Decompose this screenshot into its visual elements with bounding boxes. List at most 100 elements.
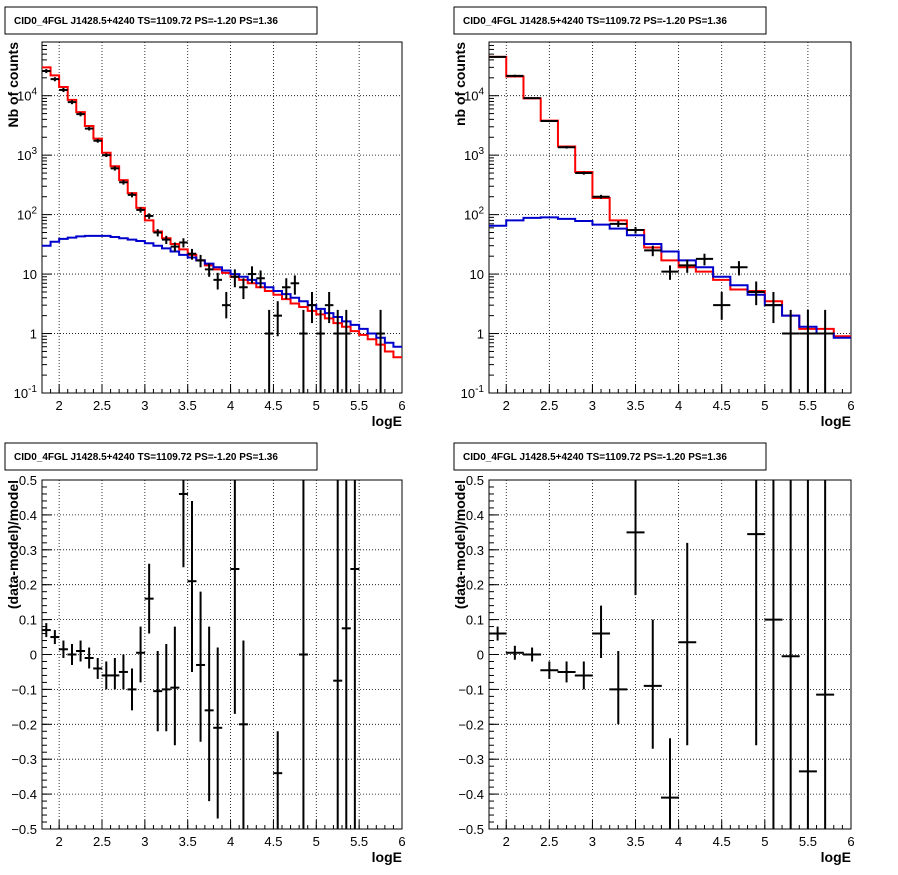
data-point (230, 269, 240, 288)
data-point (782, 309, 800, 393)
data-point (256, 270, 265, 289)
data-point (695, 253, 714, 266)
x-tick-label: 3.5 (626, 398, 644, 413)
data-point (626, 480, 645, 596)
data-point (119, 180, 128, 185)
data-point (93, 138, 102, 143)
data-point (59, 87, 68, 93)
x-tick-label: 5 (761, 398, 768, 413)
x-tick-label: 2.5 (93, 834, 111, 849)
y-tick-label: 0.4 (19, 508, 37, 523)
y-tick-label: 0.3 (466, 543, 484, 558)
x-tick-label: 4 (227, 398, 234, 413)
x-axis-label: logE (372, 849, 402, 865)
data-point (136, 626, 146, 683)
data-point (644, 245, 662, 257)
data-point (84, 647, 94, 669)
y-tick-label: 0.2 (19, 578, 37, 593)
x-tick-label: 2.5 (93, 398, 111, 413)
data-point (626, 226, 645, 234)
data-point (764, 480, 783, 829)
data-point (799, 309, 817, 393)
y-tick-label: 103 (464, 146, 484, 163)
data-point (376, 309, 385, 393)
plot-area: 2 2.5 3 3.5 4 4.5 5 5.5 6 −0.5 −0.4 −0.3 −0.2 −0.1 0 0.… (458, 473, 854, 849)
data-point (50, 77, 60, 82)
y-tick-label: −0.4 (11, 787, 37, 802)
x-tick-label: 4.5 (713, 398, 731, 413)
data-point (575, 171, 593, 175)
data-point (489, 55, 507, 58)
x-tick-label: 6 (847, 834, 854, 849)
y-tick-label: −0.3 (458, 752, 484, 767)
x-tick-label: 5 (313, 398, 320, 413)
data-point (747, 480, 766, 746)
y-tick-label: −0.1 (458, 682, 484, 697)
plot-area: 2 2.5 3 3.5 4 4.5 5 5.5 6 −0.5 −0.4 −0.3 −0.2 −0.1 0 0.… (11, 473, 405, 849)
data-point (678, 259, 696, 273)
x-axis-label: logE (821, 413, 851, 429)
y-tick-label: −0.2 (11, 717, 37, 732)
y-axis-label: nb of counts (452, 42, 468, 126)
data-point (643, 619, 662, 749)
data-point (144, 563, 154, 634)
y-tick-label: 10 (23, 267, 37, 282)
x-tick-label: 4 (227, 834, 234, 849)
data-point (816, 309, 834, 393)
y-tick-label: 10-1 (461, 384, 485, 401)
data-point (764, 291, 783, 324)
data-point (307, 291, 317, 324)
data-point (204, 263, 214, 277)
data-point (58, 640, 68, 658)
data-point (506, 74, 524, 78)
data-point (609, 221, 627, 227)
data-point (118, 654, 128, 690)
data-point (333, 480, 343, 829)
y-tick-label: 0.1 (19, 613, 37, 628)
data-point (713, 291, 731, 320)
data-point (239, 278, 248, 300)
y-tick-label: 104 (17, 87, 37, 104)
data-point (798, 480, 817, 829)
data-point (661, 738, 679, 829)
y-tick-label: 10-1 (14, 384, 38, 401)
data-point (342, 309, 351, 393)
x-tick-label: 5.5 (799, 834, 817, 849)
panel-bottom-left: CID0_4FGL J1428.5+4240 TS=1109.72 PS=-1.… (4, 442, 406, 865)
y-tick-label: −0.2 (458, 717, 484, 732)
data-point (222, 291, 231, 319)
panel-bottom-right: CID0_4FGL J1428.5+4240 TS=1109.72 PS=-1.… (452, 442, 855, 865)
model-background-line (489, 216, 851, 339)
y-tick-label: 0 (477, 648, 484, 663)
panel-top-left: CID0_4FGL J1428.5+4240 TS=1109.72 PS=-1.… (4, 6, 406, 429)
data-point (341, 480, 351, 829)
x-tick-label: 5.5 (350, 834, 368, 849)
data-point (316, 309, 325, 393)
data-point (153, 651, 163, 732)
data-point (102, 153, 111, 158)
panel-top-right: CID0_4FGL J1428.5+4240 TS=1109.72 PS=-1.… (452, 6, 855, 429)
y-tick-label: 0 (30, 648, 37, 663)
panel-title: CID0_4FGL J1428.5+4240 TS=1109.72 PS=-1.… (14, 452, 278, 463)
plot-area: 2 2.5 3 3.5 4 4.5 5 5.5 6 10-1 1 10 102 103 104 (461, 41, 855, 413)
panel-title: CID0_4FGL J1428.5+4240 TS=1109.72 PS=-1.… (463, 16, 727, 27)
data-point (144, 213, 154, 219)
title-box (453, 6, 767, 35)
y-axis-label: Nb of counts (5, 42, 21, 128)
x-tick-label: 6 (398, 834, 405, 849)
panel-title: CID0_4FGL J1428.5+4240 TS=1109.72 PS=-1.… (463, 452, 727, 463)
data-point (523, 97, 541, 100)
x-tick-label: 3 (589, 398, 596, 413)
y-tick-label: −0.1 (11, 682, 37, 697)
x-tick-label: 5 (761, 834, 768, 849)
x-tick-label: 4 (675, 834, 682, 849)
y-tick-label: 0.5 (466, 473, 484, 488)
data-point (213, 647, 223, 819)
x-tick-label: 2 (56, 834, 63, 849)
y-tick-label: 1 (477, 327, 484, 342)
title-box (453, 442, 767, 471)
y-tick-label: 104 (464, 87, 484, 104)
data-point (76, 640, 86, 662)
data-point (730, 261, 748, 276)
